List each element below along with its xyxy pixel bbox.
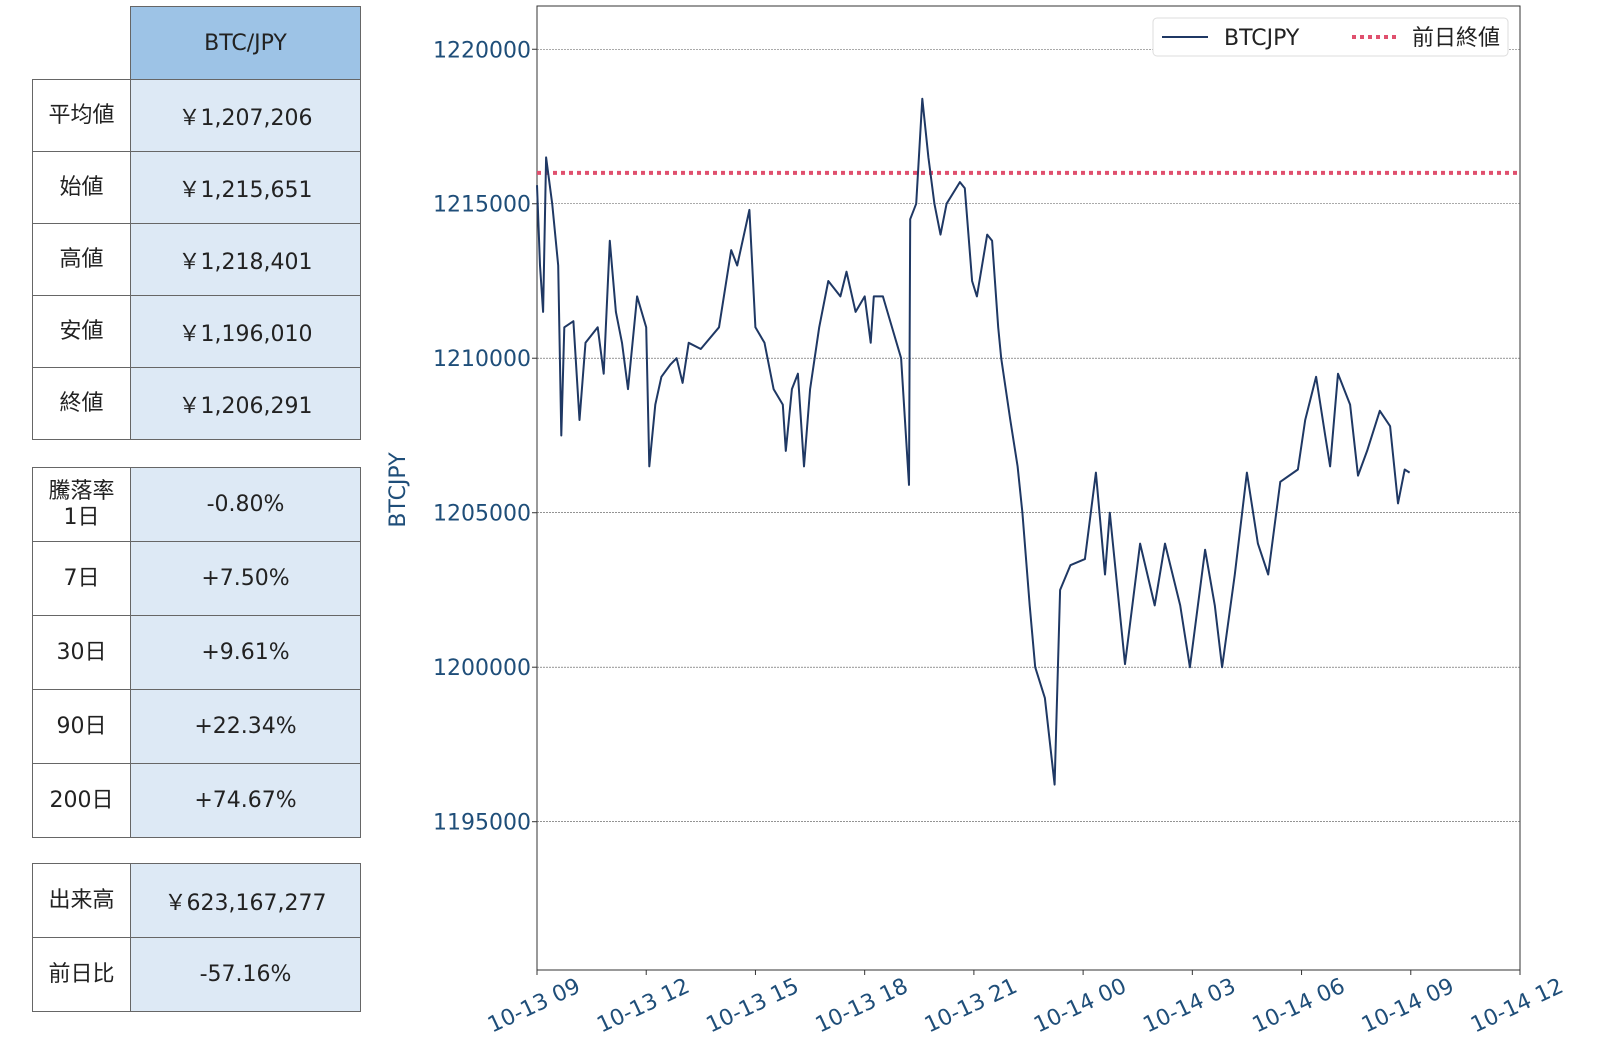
table-row: 高値 ￥1,218,401 (32, 223, 361, 296)
x-tick-label: 10-14 12 (1467, 974, 1567, 1038)
table-row: 前日比 -57.16% (32, 937, 361, 1012)
cell-value: ￥623,167,277 (130, 863, 361, 938)
table-row: 安値 ￥1,196,010 (32, 295, 361, 368)
cell-value: -57.16% (130, 937, 361, 1012)
y-axis-label: BTCJPY (386, 452, 411, 528)
y-tick-label: 1215000 (433, 193, 531, 218)
table-row: 30日 +9.61% (32, 615, 361, 690)
table-row: 7日 +7.50% (32, 541, 361, 616)
cell-value: +7.50% (130, 541, 361, 616)
table-row: 平均値 ￥1,207,206 (32, 79, 361, 152)
x-tick-label: 10-13 18 (812, 974, 912, 1038)
table-header: BTC/JPY (130, 6, 361, 80)
volume-table: 出来高 ￥623,167,277 前日比 -57.16% (32, 863, 361, 1012)
x-tick-label: 10-14 00 (1030, 974, 1130, 1038)
summary-table: BTC/JPY 平均値 ￥1,207,206 始値 ￥1,215,651 高値 ￥1,21… (32, 6, 361, 440)
legend-label: BTCJPY (1224, 26, 1300, 51)
table-row: 200日 +74.67% (32, 763, 361, 838)
cell-value: ￥1,196,010 (130, 295, 361, 368)
cell-label: 200日 (32, 763, 131, 838)
cell-label: 騰落率 1日 (32, 467, 131, 542)
y-tick-label: 1205000 (433, 502, 531, 527)
cell-label: 前日比 (32, 937, 131, 1012)
x-tick-label: 10-13 09 (484, 974, 584, 1038)
x-tick-label: 10-14 03 (1139, 974, 1239, 1038)
cell-label: 30日 (32, 615, 131, 690)
y-tick-label: 1200000 (433, 656, 531, 681)
cell-label: 安値 (32, 295, 131, 368)
cell-value: ￥1,207,206 (130, 79, 361, 152)
plot-area (536, 5, 1521, 971)
legend-label: 前日終値 (1412, 26, 1500, 51)
cell-label: 平均値 (32, 79, 131, 152)
table-row: 90日 +22.34% (32, 689, 361, 764)
x-tick-label: 10-13 15 (703, 974, 803, 1038)
legend-box (1152, 17, 1509, 57)
cell-value: ￥1,206,291 (130, 367, 361, 440)
y-tick-label: 1195000 (433, 811, 531, 836)
price-line (536, 97, 1411, 786)
table-row: 出来高 ￥623,167,277 (32, 863, 361, 938)
change-table: 騰落率 1日 -0.80% 7日 +7.50% 30日 +9.61% 90日 +22.34% 2… (32, 467, 361, 838)
y-tick-label: 1210000 (433, 347, 531, 372)
cell-value: ￥1,215,651 (130, 151, 361, 224)
table-row: 終値 ￥1,206,291 (32, 367, 361, 440)
cell-label: 終値 (32, 367, 131, 440)
table-row: 騰落率 1日 -0.80% (32, 467, 361, 542)
x-tick-label: 10-14 09 (1358, 974, 1458, 1038)
cell-label: 90日 (32, 689, 131, 764)
cell-value: ￥1,218,401 (130, 223, 361, 296)
cell-value: +74.67% (130, 763, 361, 838)
y-tick-label: 1220000 (433, 38, 531, 63)
legend: BTCJPY 前日終値 (1152, 17, 1509, 57)
x-tick-label: 10-14 06 (1249, 974, 1349, 1038)
cell-label: 出来高 (32, 863, 131, 938)
x-tick-label: 10-13 21 (921, 974, 1021, 1038)
cell-label: 高値 (32, 223, 131, 296)
cell-label: 7日 (32, 541, 131, 616)
cell-value: +9.61% (130, 615, 361, 690)
x-tick-label: 10-13 12 (593, 974, 693, 1038)
